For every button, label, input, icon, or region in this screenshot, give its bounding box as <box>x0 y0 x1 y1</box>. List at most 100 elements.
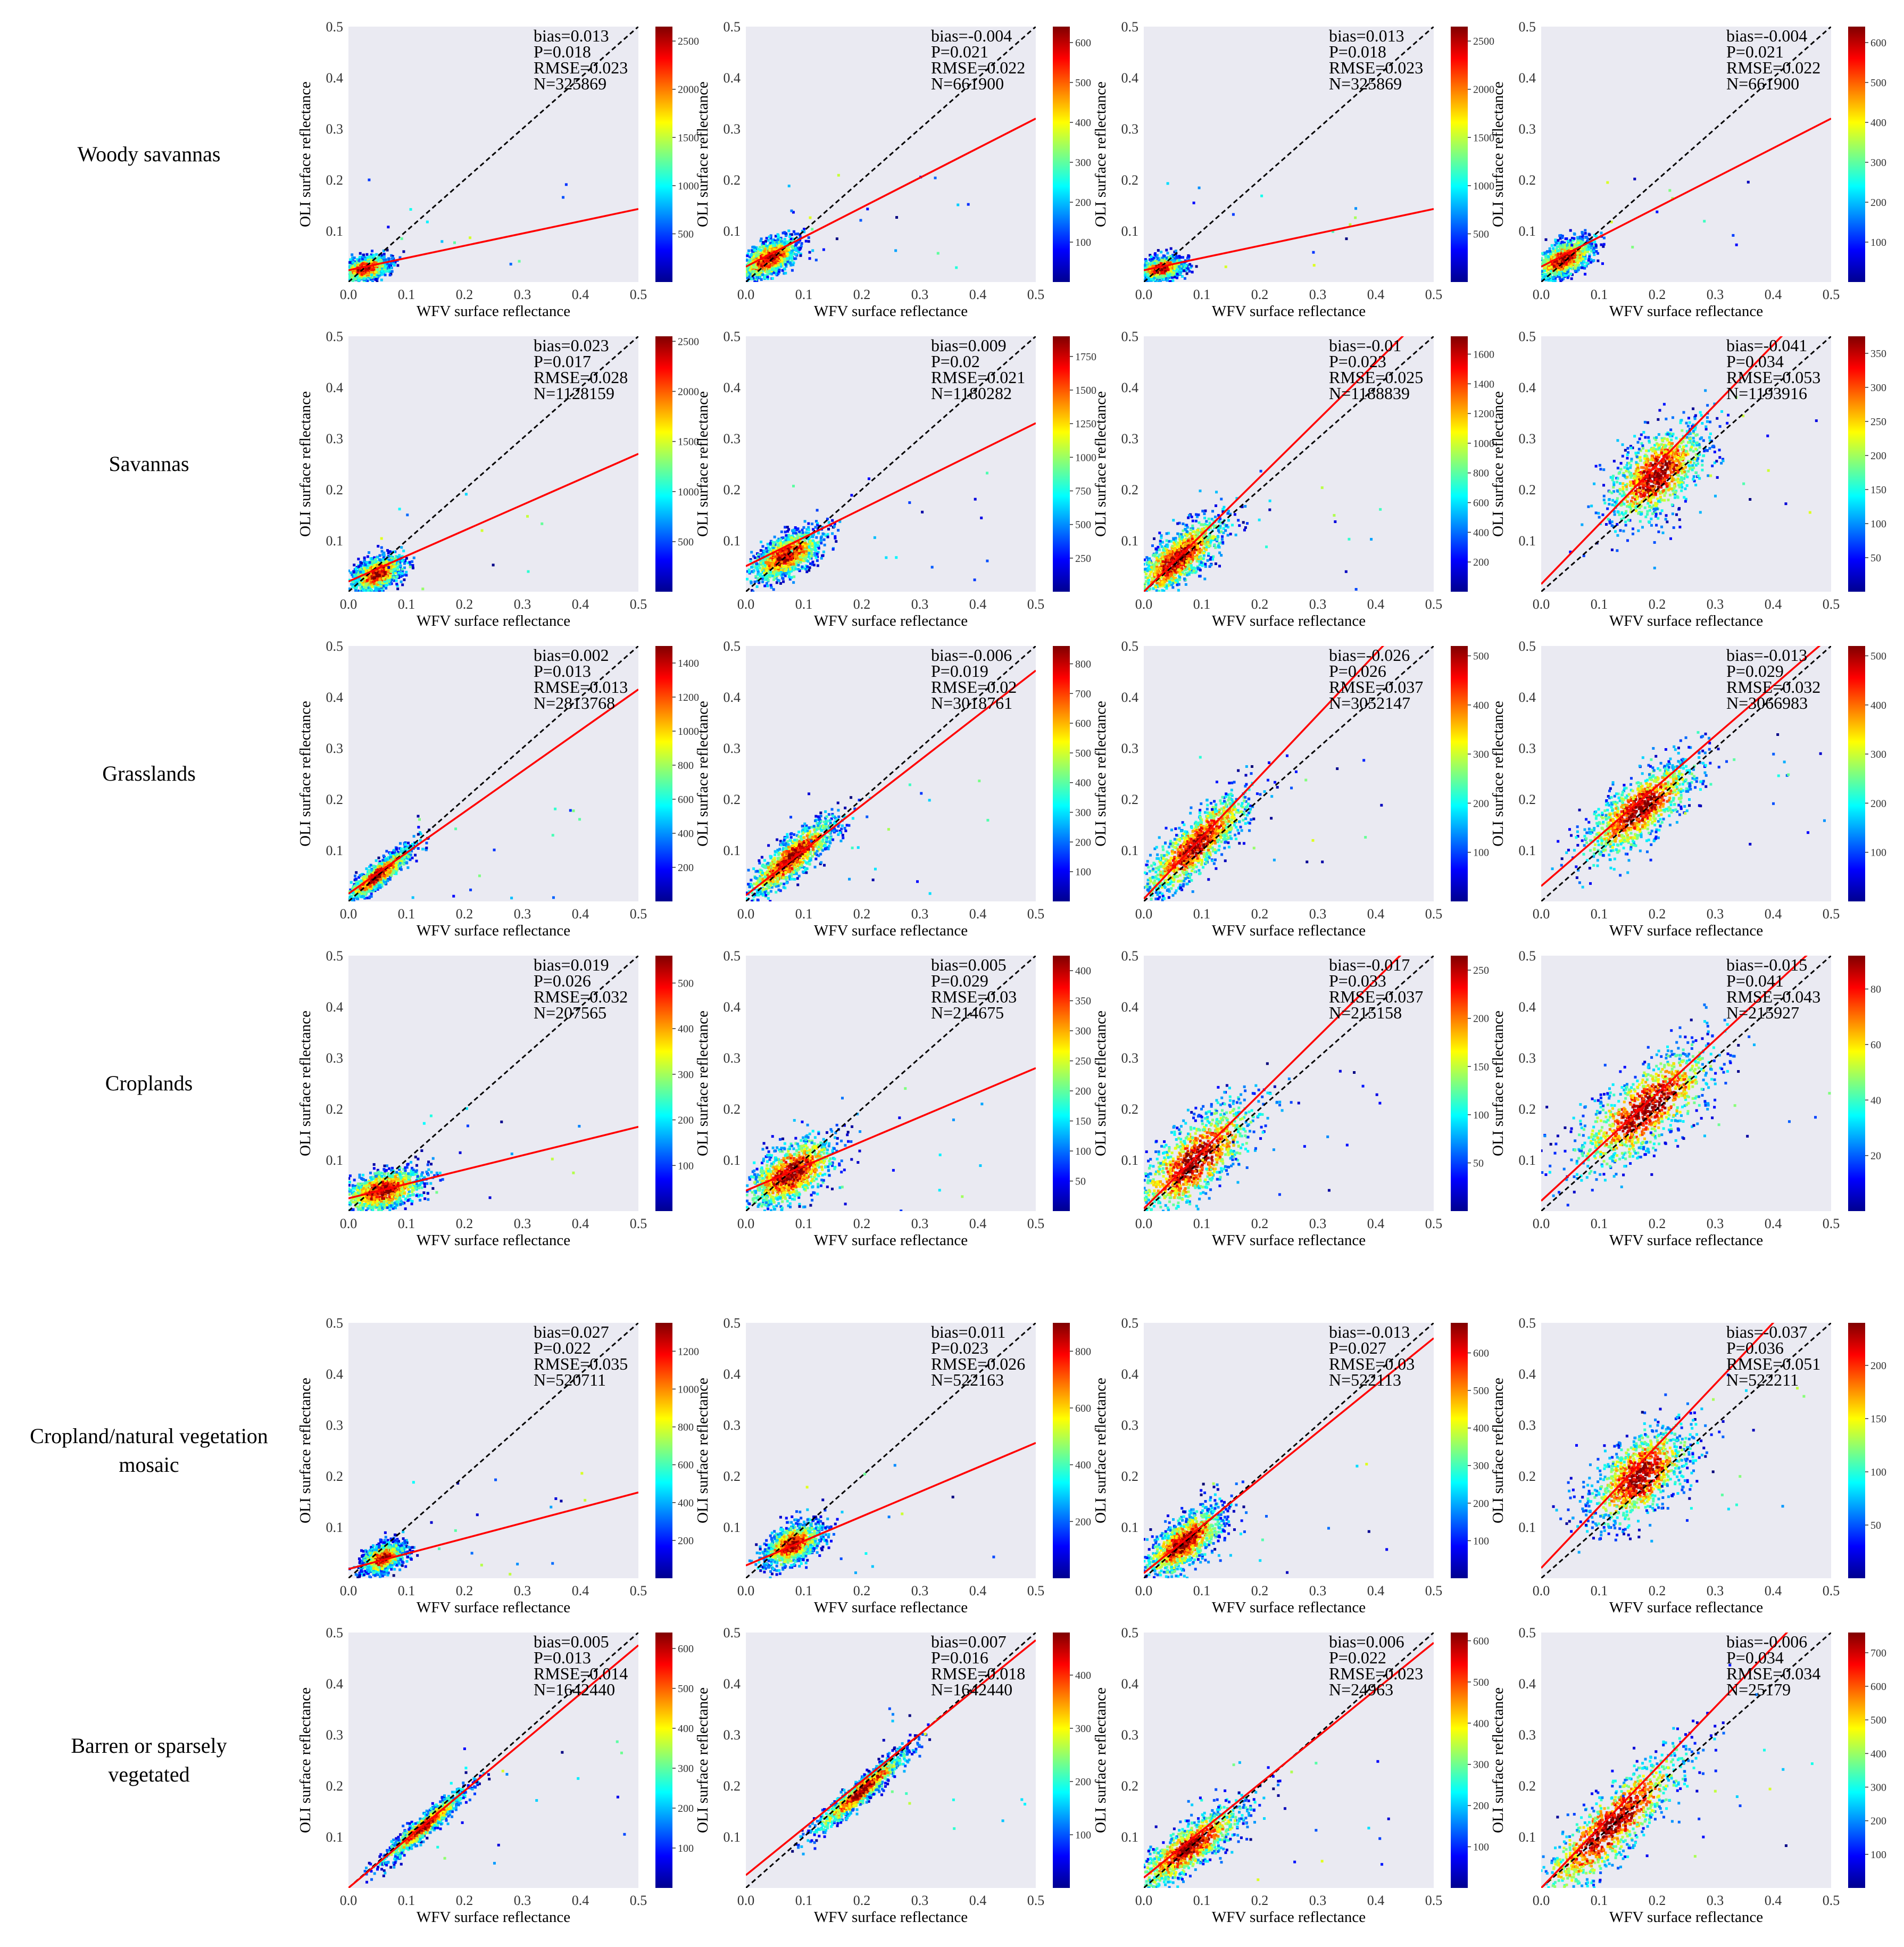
x-tick-label: 0.3 <box>514 287 531 302</box>
data-point <box>772 244 775 247</box>
data-point <box>758 270 761 273</box>
data-point <box>411 560 414 563</box>
data-point <box>1565 274 1568 277</box>
data-point <box>1582 255 1585 258</box>
data-point <box>758 271 761 275</box>
data-point <box>789 237 793 241</box>
data-point <box>1594 244 1598 247</box>
data-point <box>772 247 776 251</box>
x-tick-label: 0.4 <box>969 287 987 302</box>
x-tick-label: 0.0 <box>737 287 755 302</box>
data-point <box>1580 261 1583 264</box>
data-point <box>1187 267 1190 270</box>
data-point <box>1152 256 1155 260</box>
data-point <box>796 246 800 250</box>
colorbar-tick-label: 300 <box>1870 157 1886 169</box>
data-point <box>1183 277 1186 280</box>
y-tick-label: 0.1 <box>1121 223 1139 239</box>
data-point <box>1576 255 1579 258</box>
data-point <box>1541 252 1544 255</box>
data-point <box>1559 237 1562 240</box>
data-point <box>1153 270 1156 274</box>
data-point <box>1178 259 1181 262</box>
stats-annotation: P=0.021 <box>931 42 988 61</box>
data-point <box>777 270 780 273</box>
data-point <box>1154 280 1157 282</box>
data-point <box>1577 241 1580 244</box>
data-point <box>1170 259 1173 262</box>
data-point <box>1159 273 1162 276</box>
data-point <box>1586 250 1590 253</box>
data-point <box>786 245 789 248</box>
data-point <box>747 270 751 274</box>
data-point <box>354 571 357 575</box>
data-point <box>1180 275 1184 278</box>
data-point <box>1584 246 1587 250</box>
data-point <box>1163 263 1167 267</box>
data-point <box>351 585 354 589</box>
data-point <box>1160 271 1163 275</box>
data-point <box>781 269 784 272</box>
data-point <box>1563 274 1566 277</box>
data-point <box>1562 277 1565 280</box>
data-point <box>380 278 383 281</box>
data-point <box>1585 243 1589 246</box>
data-point <box>1157 261 1160 264</box>
data-point <box>1170 280 1173 282</box>
data-point <box>386 549 389 552</box>
data-point <box>1553 271 1557 274</box>
data-point <box>359 255 362 259</box>
data-point <box>1544 255 1547 258</box>
stats-annotation: RMSE=0.023 <box>534 58 628 77</box>
data-point <box>368 263 371 266</box>
data-point <box>366 555 369 558</box>
data-point <box>811 228 814 231</box>
data-point <box>1160 251 1163 254</box>
colorbar-tick-label: 600 <box>1075 37 1091 49</box>
data-point <box>1553 244 1557 247</box>
scatter-points <box>1541 27 1831 282</box>
data-point <box>1544 278 1548 281</box>
y-axis-label: OLI surface reflectance <box>1490 81 1507 227</box>
data-point <box>777 272 780 275</box>
data-point <box>364 566 368 569</box>
data-point <box>1560 252 1563 255</box>
data-point <box>759 239 762 243</box>
data-point <box>1671 197 1674 200</box>
data-point <box>796 233 800 236</box>
colorbar <box>1848 27 1865 282</box>
data-point <box>1185 266 1188 269</box>
data-point <box>1260 194 1263 197</box>
data-point <box>1592 249 1595 252</box>
data-point <box>767 262 770 266</box>
data-point <box>783 258 786 261</box>
data-point <box>779 253 782 256</box>
data-point <box>1574 250 1577 253</box>
data-point <box>760 237 763 241</box>
data-point <box>1191 270 1194 274</box>
stats-annotation: N=661900 <box>1726 74 1799 93</box>
data-point <box>1567 275 1570 278</box>
y-tick-label: 0.1 <box>1519 223 1536 239</box>
data-point <box>750 259 753 262</box>
data-point <box>380 254 383 257</box>
data-point <box>375 264 378 267</box>
x-axis-label: WFV surface reflectance <box>417 303 570 320</box>
data-point <box>770 248 774 251</box>
data-point <box>1551 271 1554 275</box>
colorbar-tick-label: 500 <box>1473 228 1489 240</box>
data-point <box>1564 260 1567 263</box>
data-point <box>757 274 760 277</box>
data-point <box>1145 279 1149 282</box>
stats-annotation: bias=-0.004 <box>1726 26 1807 45</box>
data-point <box>351 256 354 259</box>
data-point <box>374 264 377 268</box>
data-point <box>1581 238 1584 241</box>
data-point <box>393 564 396 567</box>
regression-line <box>746 118 1036 268</box>
data-point <box>1169 269 1173 272</box>
data-point <box>1561 235 1564 238</box>
data-point <box>781 255 784 258</box>
data-point <box>763 276 767 279</box>
